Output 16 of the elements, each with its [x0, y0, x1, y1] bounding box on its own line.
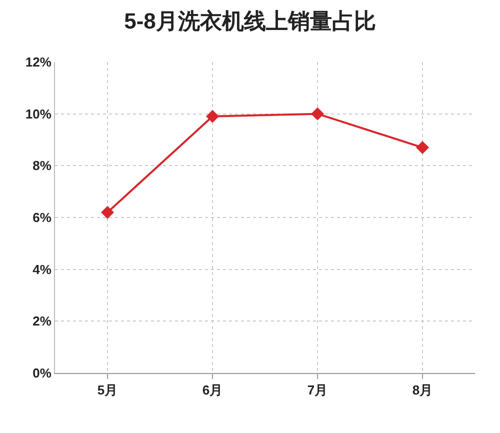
- y-tick-label: 10%: [25, 106, 52, 122]
- point: [416, 141, 429, 154]
- y-tick-label: 0%: [32, 366, 52, 381]
- point: [206, 110, 219, 123]
- y-tick-label: 12%: [25, 54, 52, 70]
- point: [101, 206, 114, 219]
- y-tick-label: 8%: [32, 158, 52, 174]
- chart-title: 5-8月洗衣机线上销量占比: [124, 8, 376, 34]
- x-tick-label: 7月: [307, 382, 328, 398]
- y-tick-label: 6%: [32, 210, 52, 226]
- x-tick-label: 5月: [97, 382, 118, 398]
- point: [311, 107, 324, 120]
- y-tick-label: 2%: [32, 314, 52, 329]
- y-tick-label: 4%: [32, 262, 52, 277]
- x-tick-label: 6月: [202, 382, 223, 398]
- x-tick-label: 8月: [412, 382, 433, 398]
